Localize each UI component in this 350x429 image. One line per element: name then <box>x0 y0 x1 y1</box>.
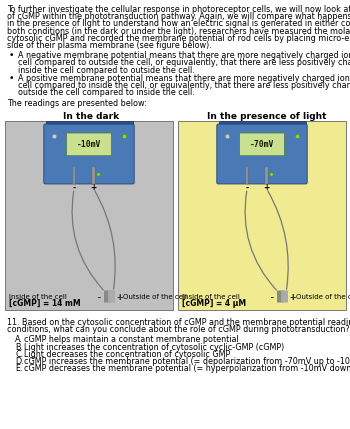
Text: D.: D. <box>15 357 24 366</box>
Text: +: + <box>289 293 295 302</box>
Text: +: + <box>116 293 122 302</box>
Text: side of their plasma membrane (see figure below).: side of their plasma membrane (see figur… <box>7 41 212 50</box>
FancyBboxPatch shape <box>219 121 307 178</box>
Text: In the presence of light: In the presence of light <box>207 112 327 121</box>
Text: Outside of the cell: Outside of the cell <box>123 294 187 300</box>
Bar <box>178 121 346 310</box>
Text: +: + <box>263 184 270 193</box>
Text: 11. Based on the cytosolic concentration of cGMP and the membrane potential read: 11. Based on the cytosolic concentration… <box>7 318 350 327</box>
Text: E.: E. <box>15 364 22 373</box>
FancyBboxPatch shape <box>217 124 307 184</box>
Text: outside the cell compared to inside the cell.: outside the cell compared to inside the … <box>18 88 195 97</box>
Text: [cGMP] = 14 mM: [cGMP] = 14 mM <box>9 299 80 308</box>
Bar <box>73 166 75 184</box>
Text: +: + <box>116 293 122 302</box>
Text: -: - <box>98 293 100 302</box>
Text: A.: A. <box>15 335 23 344</box>
Text: -: - <box>271 293 274 302</box>
Text: +: + <box>289 293 295 302</box>
FancyBboxPatch shape <box>44 124 134 184</box>
Text: cytosolic cGMP and recorded the membrane potential of rod cells by placing micro: cytosolic cGMP and recorded the membrane… <box>7 34 350 43</box>
Text: -: - <box>98 293 100 302</box>
Text: A negative membrane potential means that there are more negatively charged ions : A negative membrane potential means that… <box>18 51 350 60</box>
Text: -: - <box>271 293 274 302</box>
FancyBboxPatch shape <box>66 133 111 156</box>
Text: cGMP increases the membrane potential (= depolarization from -70mV up to -10mV): cGMP increases the membrane potential (=… <box>24 357 350 366</box>
Text: B.: B. <box>15 343 23 352</box>
Text: To further investigate the cellular response in photoreceptor cells, we will now: To further investigate the cellular resp… <box>7 5 350 14</box>
Text: cell compared to outside the cell, or equivalently, that there are less positive: cell compared to outside the cell, or eq… <box>18 58 350 67</box>
Text: -: - <box>98 293 100 302</box>
Text: Inside of the cell: Inside of the cell <box>182 294 240 300</box>
Text: -70mV: -70mV <box>250 140 274 149</box>
Text: +: + <box>90 184 97 193</box>
Text: +: + <box>289 293 295 302</box>
Text: -: - <box>98 293 100 302</box>
Text: of cGMP within the phototransduction pathway. Again, we will compare what happen: of cGMP within the phototransduction pat… <box>7 12 350 21</box>
Text: [cGMP] = 4 μM: [cGMP] = 4 μM <box>182 299 246 308</box>
Text: Outside of the cell: Outside of the cell <box>296 294 350 300</box>
Text: A positive membrane potential means that there are more negatively charged ions : A positive membrane potential means that… <box>18 74 350 83</box>
Bar <box>5 121 173 310</box>
Text: cGMP decreases the membrane potential (= hyperpolarization from -10mV down to -7: cGMP decreases the membrane potential (=… <box>24 364 350 373</box>
Text: C.: C. <box>15 350 23 359</box>
Text: inside the cell compared to outside the cell.: inside the cell compared to outside the … <box>18 66 195 75</box>
Text: •: • <box>9 51 14 60</box>
Text: The readings are presented below:: The readings are presented below: <box>7 100 147 109</box>
Bar <box>92 166 94 184</box>
Text: +: + <box>116 293 122 302</box>
Text: conditions, what can you conclude about the role of cGMP during phototransductio: conditions, what can you conclude about … <box>7 325 350 334</box>
Text: cGMP helps maintain a constant membrane potential: cGMP helps maintain a constant membrane … <box>24 335 239 344</box>
Text: both conditions (in the dark or under the light), researchers have measured the : both conditions (in the dark or under th… <box>7 27 350 36</box>
Text: cell compared to inside the cell, or equivalently, that there are less positivel: cell compared to inside the cell, or equ… <box>18 81 350 90</box>
Text: +: + <box>116 293 122 302</box>
Bar <box>246 166 248 184</box>
Text: Light decreases the concentration of cytosolic GMP: Light decreases the concentration of cyt… <box>24 350 230 359</box>
Text: -10mV: -10mV <box>77 140 101 149</box>
Text: •: • <box>9 74 14 83</box>
Text: -: - <box>271 293 274 302</box>
Text: In the dark: In the dark <box>63 112 119 121</box>
Text: Light increases the concentration of cytosolic cyclic-GMP (cGMP): Light increases the concentration of cyt… <box>24 343 284 352</box>
Text: Inside of the cell: Inside of the cell <box>9 294 67 300</box>
Text: -: - <box>72 184 76 193</box>
Text: -: - <box>246 184 249 193</box>
Text: +: + <box>289 293 295 302</box>
Text: in the presence of light to understand how an electric signal is generated in ei: in the presence of light to understand h… <box>7 19 350 28</box>
FancyBboxPatch shape <box>46 121 134 178</box>
FancyBboxPatch shape <box>240 133 284 156</box>
Bar <box>265 166 267 184</box>
Text: -: - <box>271 293 274 302</box>
